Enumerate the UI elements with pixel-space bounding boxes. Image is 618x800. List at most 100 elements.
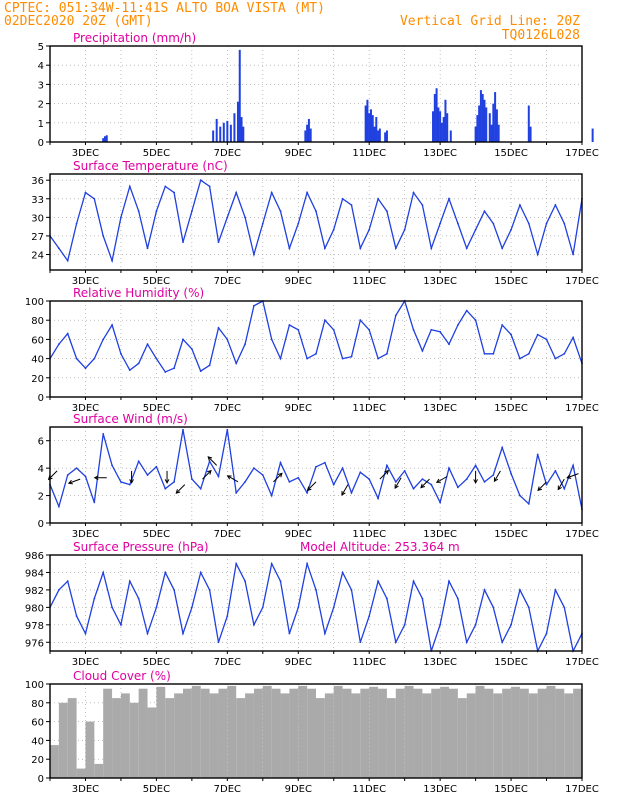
cloud-bar [449,688,458,778]
x-tick-label: 3DEC [72,529,99,540]
data-point [545,222,548,225]
x-tick-label: 3DEC [72,276,99,287]
data-point [448,467,450,470]
data-point [306,491,309,494]
y-tick-label: 980 [25,603,44,614]
data-point [235,191,238,194]
cloud-bar [262,685,272,778]
wind-arrow-shaft [68,478,81,484]
data-point [164,571,167,574]
data-point [492,474,495,476]
precip-bar [364,105,367,142]
header-grid-line: Vertical Grid Line: 20Z [400,14,580,29]
data-point [536,253,539,256]
cloud-bar [422,693,432,778]
data-point [261,606,264,609]
data-point [120,480,122,483]
cloud-bar [156,686,166,778]
data-point [510,333,512,336]
x-tick-label: 9DEC [285,784,312,795]
wind-arrow-shaft [420,478,430,488]
data-point [146,247,149,250]
data-point [501,247,504,250]
x-tick-label: 9DEC [285,529,312,540]
wind-arrow-head [420,483,425,489]
data-point [377,580,379,583]
precip-bar [103,136,106,142]
precip-bar [446,113,449,142]
precip-bar [102,138,105,142]
data-point [368,478,371,481]
cloud-bar [360,688,370,778]
data-point [208,364,211,367]
cloud-bar [573,688,582,778]
x-tick-label: 9DEC [285,403,312,414]
wind-arrow-head [473,479,478,484]
data-point [137,210,140,213]
data-point [315,465,317,468]
precip-bar [385,130,388,142]
y-tick-label: 986 [25,551,44,562]
precip-bar [449,130,452,142]
data-point [572,253,575,256]
x-tick-label: 15DEC [494,148,528,159]
cloud-bar [413,688,423,778]
data-point [545,338,548,341]
precip-bar [497,124,500,142]
data-point [359,641,362,644]
data-point [270,338,273,341]
data-point [492,606,495,609]
series-line [49,299,583,373]
data-point [554,204,557,206]
cloud-bar [511,686,520,778]
data-point [554,357,557,360]
data-point [510,623,512,626]
x-tick-label: 3DEC [72,148,99,159]
data-point [182,241,184,244]
cloud-bar [218,688,228,778]
data-point [554,469,557,472]
cloud-bar [431,688,441,778]
data-point [403,623,406,626]
cloud-bar [546,685,556,778]
precip-bar [483,99,486,142]
cloud-bar [493,693,503,778]
x-tick-label: 5DEC [143,148,170,159]
data-point [386,210,388,213]
data-point [244,343,246,346]
data-point [474,464,477,467]
data-point [93,501,96,504]
cloud-bar [342,688,352,778]
data-point [527,606,530,609]
data-point [323,632,326,635]
y-tick-label: 24 [31,251,44,262]
data-point [527,352,530,355]
y-tick-label: 80 [31,316,44,327]
precip-bar [375,117,378,142]
data-point [155,210,158,213]
data-point [412,580,415,583]
precip-bar [373,126,376,142]
data-point [510,472,512,475]
wind-arrow-shaft [379,470,389,480]
data-point [545,632,548,635]
data-point [306,357,309,360]
cloud-bar [209,693,219,778]
data-point [439,222,442,225]
wind-arrow-shaft [567,473,579,479]
data-point [137,460,140,463]
data-point [111,259,113,262]
data-point [173,589,176,591]
precip-bar [371,115,374,142]
wind-arrow-head [207,469,212,475]
data-point [510,228,512,231]
data-point [448,580,450,583]
data-point [208,589,211,591]
data-point [394,480,397,483]
data-point [173,367,176,370]
precip-bar [591,128,594,142]
data-point [474,319,477,322]
x-tick-label: 7DEC [214,529,241,540]
data-point [270,494,273,497]
data-point [572,336,575,339]
